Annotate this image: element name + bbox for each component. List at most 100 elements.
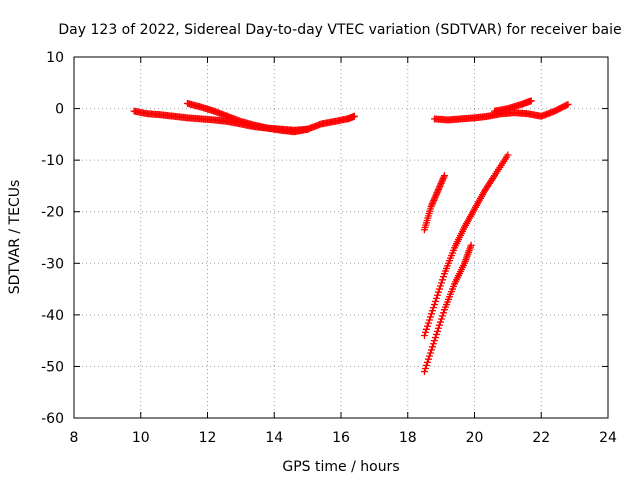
data-point-interp <box>423 358 431 366</box>
data-point-interp <box>435 184 443 192</box>
data-point-interp <box>434 186 442 194</box>
series-track-drop-short <box>420 172 448 234</box>
y-tick-label: -50 <box>41 359 64 375</box>
data-point-interp <box>428 201 436 209</box>
data-point-interp <box>428 307 436 315</box>
data-point-interp <box>563 101 571 109</box>
series-track-evening <box>430 100 572 124</box>
data-point-interp <box>426 313 434 321</box>
y-tick-label: -30 <box>41 256 64 272</box>
data-point-interp <box>426 349 434 357</box>
data-point-interp <box>421 364 429 372</box>
x-tick-label: 12 <box>199 430 217 446</box>
data-point <box>304 125 312 133</box>
series-track-evening-upper <box>491 97 535 115</box>
data-point <box>440 172 448 180</box>
data-point-interp <box>423 322 431 330</box>
series-track-morning-b <box>183 99 312 136</box>
data-point-interp <box>437 279 445 287</box>
data-point-interp <box>428 199 436 207</box>
y-tick-label: -40 <box>41 308 64 324</box>
data-point-interp <box>433 327 441 335</box>
data-point-interp <box>422 325 430 333</box>
data-point-interp <box>427 346 435 354</box>
data-point-interp <box>429 340 437 348</box>
axis-ticks: 8 10 12 14 16 18 20 22 24 10 0 -10 -20 -30 -40 -50 -60 <box>41 50 617 446</box>
data-point-interp <box>429 304 437 312</box>
data-point-interp <box>434 288 442 296</box>
data-point-interp <box>434 324 442 332</box>
data-point-interp <box>422 361 430 369</box>
data-point-interp <box>438 176 446 184</box>
data-point <box>430 337 438 345</box>
y-tick-label: 0 <box>55 102 64 118</box>
data-point-interp <box>432 192 440 200</box>
x-tick-label: 24 <box>599 430 617 446</box>
data-point <box>420 368 428 376</box>
data-point-interp <box>421 328 429 336</box>
data-point-interp <box>436 318 444 326</box>
data-point <box>350 112 358 120</box>
data-point-interp <box>437 315 445 323</box>
y-tick-label: 10 <box>46 50 64 66</box>
data-point-interp <box>425 352 433 360</box>
data-point-interp <box>436 282 444 290</box>
data-point-interp <box>490 173 498 181</box>
data-point-interp <box>440 173 448 181</box>
data-point-interp <box>432 190 440 198</box>
x-tick-label: 8 <box>70 430 79 446</box>
x-tick-label: 10 <box>132 430 150 446</box>
series-track-morning-a <box>130 107 358 134</box>
x-tick-label: 22 <box>532 430 550 446</box>
x-tick-label: 14 <box>265 430 283 446</box>
data-point-interp <box>435 321 443 329</box>
data-point-interp <box>430 196 438 204</box>
data-point-interp <box>430 195 438 203</box>
data-point-interp <box>439 175 447 183</box>
data-point-interp <box>438 178 446 186</box>
y-axis-label: SDTVAR / TECUs <box>7 180 23 295</box>
data-point <box>564 100 572 108</box>
data-point <box>434 187 442 195</box>
data-point <box>420 331 428 339</box>
data-point-interp <box>438 312 446 320</box>
data-point-interp <box>428 343 436 351</box>
data-point <box>427 203 435 211</box>
x-axis-label: GPS time / hours <box>282 459 399 475</box>
y-tick-label: -60 <box>41 411 64 427</box>
data-point-interp <box>432 294 440 302</box>
plot-frame <box>73 56 609 419</box>
y-tick-label: -10 <box>41 153 64 169</box>
data-point-interp <box>436 181 444 189</box>
data-point <box>527 97 535 105</box>
x-tick-label: 18 <box>399 430 417 446</box>
data-point-interp <box>427 310 435 318</box>
data-point-interp <box>431 193 439 201</box>
data-point-interp <box>438 276 446 284</box>
data-point <box>467 241 475 249</box>
data-point-interp <box>429 198 437 206</box>
data-points <box>130 97 572 376</box>
data-point-interp <box>435 285 443 293</box>
data-point-interp <box>431 334 439 342</box>
x-tick-label: 20 <box>466 430 484 446</box>
chart-title: Day 123 of 2022, Sidereal Day-to-day VTE… <box>58 22 621 38</box>
data-point-interp <box>433 291 441 299</box>
series-track-drop-lower <box>420 241 475 376</box>
data-point-interp <box>433 189 441 197</box>
data-point-interp <box>439 309 447 317</box>
data-point-interp <box>432 330 440 338</box>
data-point-interp <box>439 273 447 281</box>
data-point-interp <box>424 319 432 327</box>
data-point <box>430 301 438 309</box>
x-tick-label: 16 <box>332 430 350 446</box>
data-point-interp <box>436 182 444 190</box>
y-tick-label: -20 <box>41 205 64 221</box>
data-point-interp <box>424 355 432 363</box>
series-track-drop-long <box>420 151 512 339</box>
data-point-interp <box>437 179 445 187</box>
data-point <box>504 151 512 159</box>
data-point-interp <box>425 316 433 324</box>
